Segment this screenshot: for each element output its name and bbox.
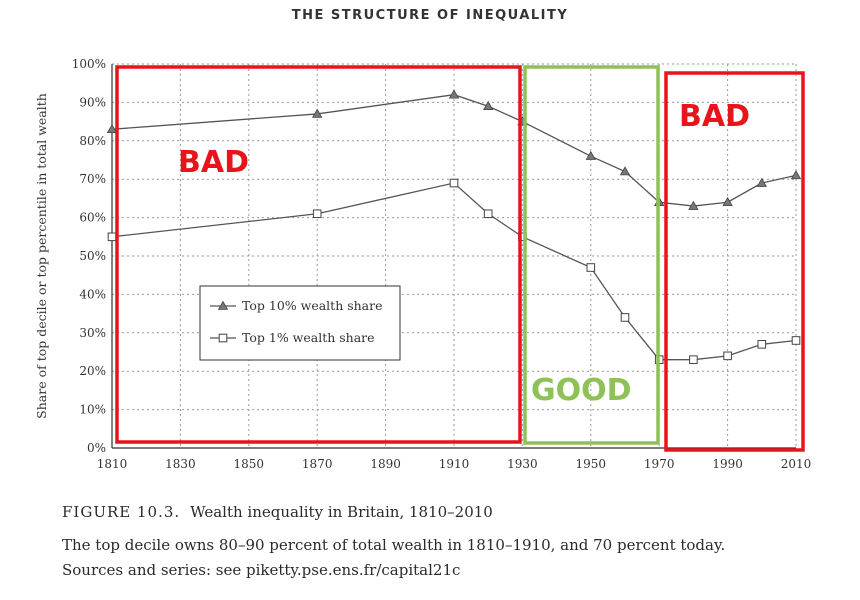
y-tick-label: 100% — [72, 57, 106, 71]
y-tick-label: 30% — [79, 326, 106, 340]
annotation-box-bad — [664, 71, 805, 452]
figure-description: The top decile owns 80–90 percent of tot… — [62, 536, 726, 554]
legend-swatch-marker — [217, 300, 229, 310]
legend-entry: Top 1% wealth share — [242, 330, 375, 345]
x-tick-label: 1830 — [165, 457, 196, 471]
page-title: THE STRUCTURE OF INEQUALITY — [291, 8, 569, 23]
y-tick-label: 0% — [87, 441, 106, 455]
data-point-top-10 — [585, 150, 596, 160]
y-tick-label: 20% — [79, 364, 106, 378]
data-point-top-1 — [689, 355, 698, 364]
x-tick-label: 1970 — [644, 457, 675, 471]
data-point-top-1 — [620, 313, 630, 322]
annotation-box-good — [523, 65, 660, 445]
data-point-top-10 — [312, 108, 323, 118]
legend-swatch-marker — [218, 333, 228, 343]
x-tick-label: 1930 — [507, 457, 538, 471]
x-tick-label: 1870 — [302, 457, 333, 471]
y-axis-label: Share of top decile or top percentile in… — [34, 93, 49, 419]
x-tick-label: 2010 — [781, 457, 812, 471]
data-point-top-1 — [723, 351, 732, 361]
annotation-box-bad — [115, 65, 522, 444]
figure-label: FIGURE 10.3. — [62, 503, 181, 521]
y-tick-label: 60% — [79, 211, 106, 225]
data-point-top-1 — [791, 336, 801, 345]
y-tick-label: 10% — [79, 403, 106, 417]
annotation-overlays: BAD GOOD BAD — [115, 65, 805, 452]
x-tick-label: 1850 — [234, 457, 265, 471]
data-point-top-10 — [106, 123, 118, 134]
figure-caption: FIGURE 10.3. Wealth inequality in Britain… — [62, 503, 493, 521]
y-tick-label: 90% — [79, 95, 106, 109]
chart-grid — [111, 63, 797, 449]
figure-sources: Sources and series: see piketty.pse.ens.… — [62, 561, 461, 579]
data-point-top-10 — [722, 196, 733, 207]
data-point-top-1 — [586, 263, 596, 272]
x-tick-label: 1910 — [439, 457, 470, 471]
series-line-top-10 — [111, 94, 797, 207]
figure-title: Wealth inequality in Britain, 1810–2010 — [190, 503, 493, 521]
x-tick-label: 1810 — [97, 457, 128, 471]
y-tick-label: 40% — [79, 287, 106, 301]
x-tick-label: 1950 — [576, 457, 607, 471]
x-tick-label: 1990 — [712, 457, 743, 471]
annotation-label-bad: BAD — [679, 99, 750, 134]
data-point-top-10 — [619, 166, 631, 176]
x-tick-label: 1890 — [370, 457, 401, 471]
y-tick-label: 80% — [79, 134, 106, 148]
data-point-top-10 — [448, 89, 460, 99]
y-tick-label: 50% — [79, 249, 106, 263]
data-point-top-10 — [790, 170, 802, 180]
data-point-top-1 — [107, 232, 117, 242]
legend-box — [199, 285, 401, 361]
annotation-label-good: GOOD — [531, 373, 632, 408]
data-point-top-1 — [449, 178, 459, 188]
chart-legend: Top 10% wealth share Top 1% wealth share — [199, 285, 401, 361]
data-point-top-1 — [757, 340, 767, 349]
data-point-top-1 — [312, 209, 322, 219]
data-point-top-10 — [483, 100, 494, 111]
y-tick-label: 70% — [79, 172, 106, 186]
data-point-top-1 — [483, 209, 493, 219]
series-line-top-1 — [111, 182, 797, 361]
data-point-top-10 — [756, 177, 767, 187]
legend-entry: Top 10% wealth share — [242, 298, 383, 313]
annotation-label-bad: BAD — [178, 145, 249, 180]
chart-series — [106, 89, 802, 364]
data-point-top-10 — [688, 200, 699, 210]
